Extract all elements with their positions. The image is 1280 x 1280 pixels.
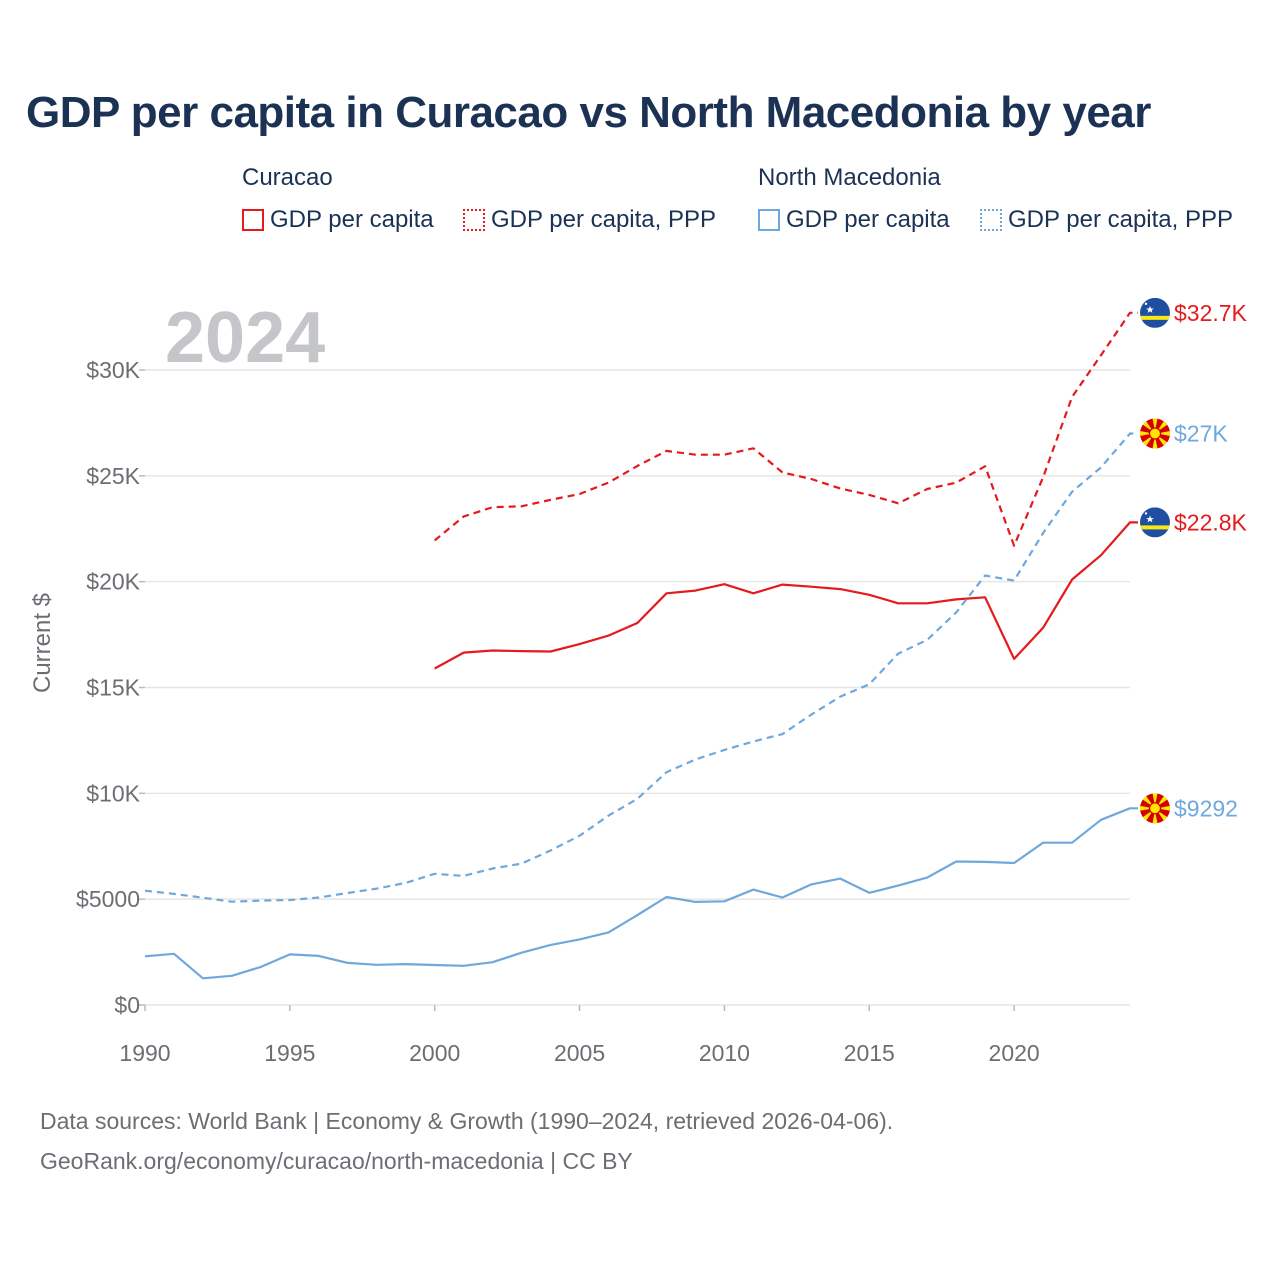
legend-group-curacao: Curacao	[242, 164, 333, 191]
x-tick-label: 2000	[409, 1040, 460, 1066]
legend-swatch-solid	[758, 209, 780, 231]
north-macedonia-flag	[1140, 793, 1170, 824]
end-label-cw_gdp: $22.8K	[1174, 509, 1248, 535]
x-tick-label: 2015	[844, 1040, 895, 1066]
chart-title: GDP per capita in Curacao vs North Maced…	[26, 88, 1151, 137]
y-tick-label: $15K	[86, 675, 140, 701]
legend-swatch-solid	[242, 209, 264, 231]
legend-label: GDP per capita, PPP	[491, 206, 716, 233]
footer-link[interactable]: GeoRank.org/economy/curacao/north-macedo…	[40, 1148, 633, 1174]
legend-label: GDP per capita, PPP	[1008, 206, 1233, 233]
legend-item-curacao-gdp[interactable]: GDP per capita	[242, 206, 434, 234]
y-tick-label: $0	[114, 992, 140, 1018]
y-tick-label: $25K	[86, 463, 140, 489]
series-lines	[144, 311, 1138, 980]
series-line-mk_gdp	[144, 807, 1138, 980]
y-tick-label: $30K	[86, 357, 140, 383]
x-axis: 1990 1995 2000 2005 2010 2015 2020	[119, 1005, 1040, 1066]
x-tick-label: 2020	[989, 1040, 1040, 1066]
x-tick-label: 1995	[264, 1040, 315, 1066]
x-tick-label: 1990	[119, 1040, 170, 1066]
legend-group-north-macedonia: North Macedonia	[758, 164, 941, 191]
curacao-flag	[1140, 297, 1170, 328]
y-tick-label: $20K	[86, 569, 140, 595]
gridlines	[145, 369, 1130, 1006]
x-tick-label: 2010	[699, 1040, 750, 1066]
y-axis: $0 $5000 $10K $15K $20K $25K $30K	[76, 357, 145, 1018]
end-label-mk_ppp: $27K	[1174, 421, 1228, 447]
legend-swatch-dotted	[463, 209, 485, 231]
x-tick-label: 2005	[554, 1040, 605, 1066]
year-watermark: 2024	[165, 298, 325, 378]
footer-sources: Data sources: World Bank | Economy & Gro…	[40, 1108, 894, 1134]
legend-label: GDP per capita	[270, 206, 434, 233]
series-line-mk_ppp	[144, 432, 1138, 903]
north-macedonia-flag	[1140, 418, 1170, 449]
legend-label: GDP per capita	[786, 206, 950, 233]
series-line-cw_gdp	[434, 521, 1138, 670]
y-axis-label: Current $	[29, 593, 56, 693]
legend-swatch-dotted	[980, 209, 1002, 231]
curacao-flag	[1140, 507, 1170, 538]
legend-item-north-macedonia-gdp[interactable]: GDP per capita	[758, 206, 950, 234]
end-label-mk_gdp: $9292	[1174, 795, 1238, 821]
y-tick-label: $10K	[86, 780, 140, 806]
legend-item-curacao-ppp[interactable]: GDP per capita, PPP	[463, 206, 716, 234]
y-tick-label: $5000	[76, 886, 140, 912]
series-line-cw_ppp	[434, 311, 1138, 547]
end-label-cw_ppp: $32.7K	[1174, 300, 1248, 326]
legend-item-north-macedonia-ppp[interactable]: GDP per capita, PPP	[980, 206, 1233, 234]
series-end-labels: $22.8K $32.7K $9292 $27K	[1140, 297, 1248, 824]
